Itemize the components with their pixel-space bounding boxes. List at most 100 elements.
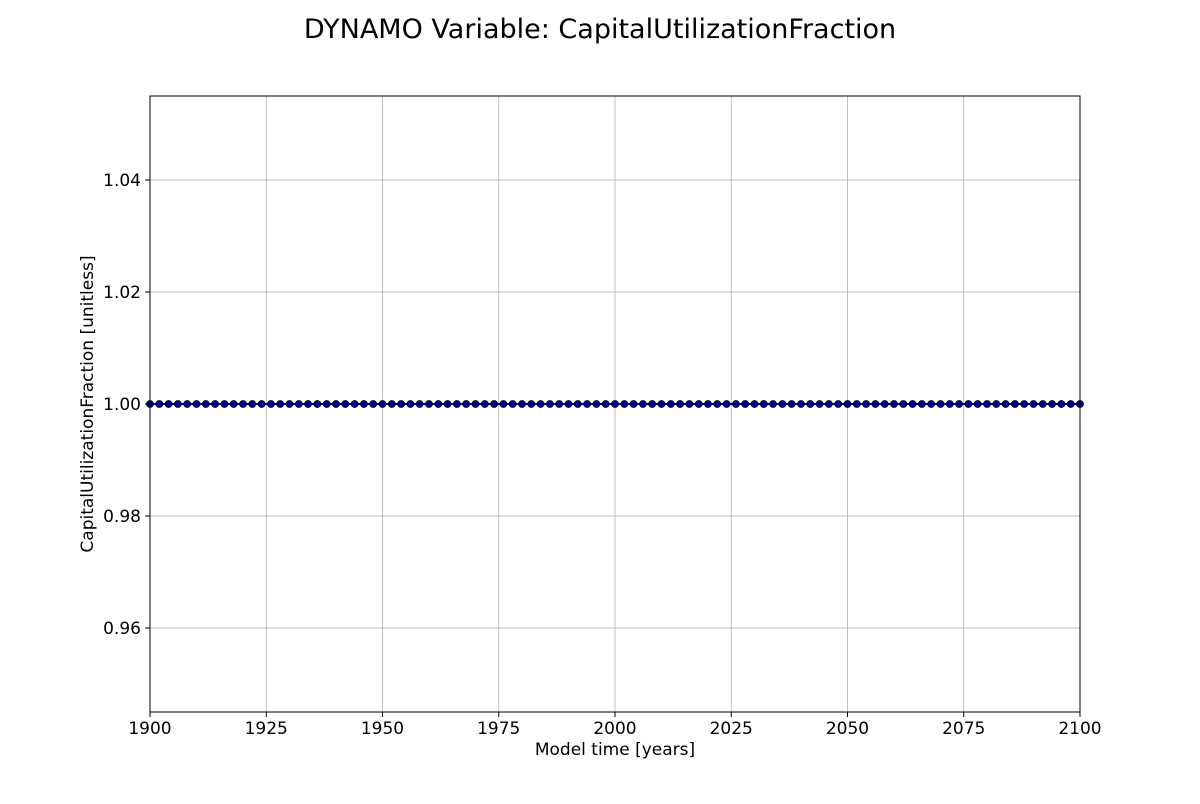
x-tick-label: 1925 xyxy=(245,719,288,739)
data-point xyxy=(229,400,238,408)
data-point xyxy=(583,400,591,408)
data-point xyxy=(825,400,833,408)
data-point xyxy=(462,400,471,408)
data-point xyxy=(815,400,824,408)
x-axis-label: Model time [years] xyxy=(535,740,695,760)
data-point xyxy=(434,400,443,408)
data-point xyxy=(443,400,452,408)
data-point xyxy=(648,400,657,408)
data-point xyxy=(611,400,619,408)
data-point xyxy=(155,400,164,408)
data-point xyxy=(304,400,312,408)
y-axis-ticks: 0.96 0.98 1.00 1.02 1.04 xyxy=(103,171,150,639)
data-point xyxy=(555,400,564,408)
data-point xyxy=(248,400,257,408)
data-point xyxy=(908,400,917,408)
data-point xyxy=(415,400,424,408)
data-point xyxy=(257,400,266,408)
data-point xyxy=(936,400,945,408)
data-point xyxy=(220,400,229,408)
data-point xyxy=(769,400,777,408)
data-point xyxy=(843,400,852,408)
data-point xyxy=(1020,400,1029,408)
data-point xyxy=(518,400,526,408)
data-point xyxy=(397,400,405,408)
x-tick-label: 1950 xyxy=(361,719,404,739)
y-tick-label: 1.02 xyxy=(103,283,141,303)
data-point xyxy=(992,400,1001,408)
data-point xyxy=(685,400,694,408)
data-point xyxy=(322,400,331,408)
data-point xyxy=(164,400,173,408)
data-point xyxy=(666,400,675,408)
data-point xyxy=(1038,400,1047,408)
data-point xyxy=(387,400,396,408)
data-point xyxy=(1011,400,1019,408)
x-tick-label: 1900 xyxy=(128,719,171,739)
x-tick-label: 2100 xyxy=(1058,719,1101,739)
data-point xyxy=(490,400,498,408)
data-point xyxy=(806,400,815,408)
data-point xyxy=(527,400,536,408)
data-point xyxy=(285,400,294,408)
y-tick-label: 0.96 xyxy=(103,619,141,639)
data-point xyxy=(239,400,247,408)
data-point xyxy=(722,400,731,408)
data-point xyxy=(797,400,805,408)
data-point xyxy=(1057,400,1066,408)
data-point xyxy=(452,400,461,408)
data-point xyxy=(759,400,768,408)
data-point xyxy=(192,400,201,408)
y-axis-label: CapitalUtilizationFraction [unitless] xyxy=(78,255,98,552)
data-point xyxy=(378,400,387,408)
x-tick-label: 2050 xyxy=(826,719,869,739)
data-point xyxy=(173,400,182,408)
data-point xyxy=(1066,400,1075,408)
data-point xyxy=(480,400,489,408)
x-tick-label: 2000 xyxy=(593,719,636,739)
data-point xyxy=(639,400,647,408)
data-point xyxy=(629,400,638,408)
data-point xyxy=(564,400,573,408)
x-axis-ticks: 1900 1925 1950 1975 2000 2025 2050 2075 2100 xyxy=(128,712,1102,739)
data-point xyxy=(573,400,582,408)
data-point xyxy=(787,400,796,408)
data-point xyxy=(890,400,898,408)
x-tick-label: 2025 xyxy=(710,719,753,739)
data-point xyxy=(546,400,554,408)
data-point xyxy=(211,400,219,408)
data-point xyxy=(741,400,750,408)
data-point xyxy=(880,400,889,408)
data-point xyxy=(266,400,275,408)
data-point xyxy=(201,400,210,408)
x-tick-label: 2075 xyxy=(942,719,985,739)
x-tick-label: 1975 xyxy=(477,719,520,739)
data-point xyxy=(983,400,991,408)
data-point xyxy=(964,400,973,408)
data-point xyxy=(862,400,870,408)
data-point xyxy=(341,400,350,408)
data-point xyxy=(313,400,322,408)
y-tick-label: 1.00 xyxy=(103,395,141,415)
data-point xyxy=(508,400,517,408)
data-point xyxy=(871,400,880,408)
data-point xyxy=(973,400,982,408)
y-tick-label: 1.04 xyxy=(103,171,141,191)
data-point xyxy=(899,400,908,408)
data-point xyxy=(918,400,926,408)
data-point xyxy=(694,400,703,408)
data-point xyxy=(359,400,368,408)
data-point xyxy=(852,400,861,408)
data-point xyxy=(499,400,508,408)
chart-title: DYNAMO Variable: CapitalUtilizationFract… xyxy=(304,14,896,45)
data-point xyxy=(1001,400,1010,408)
data-point xyxy=(704,400,712,408)
data-point xyxy=(425,400,433,408)
data-point xyxy=(369,400,378,408)
data-point xyxy=(620,400,629,408)
data-point xyxy=(834,400,843,408)
data-point xyxy=(332,400,340,408)
data-point xyxy=(592,400,601,408)
data-point xyxy=(350,400,359,408)
